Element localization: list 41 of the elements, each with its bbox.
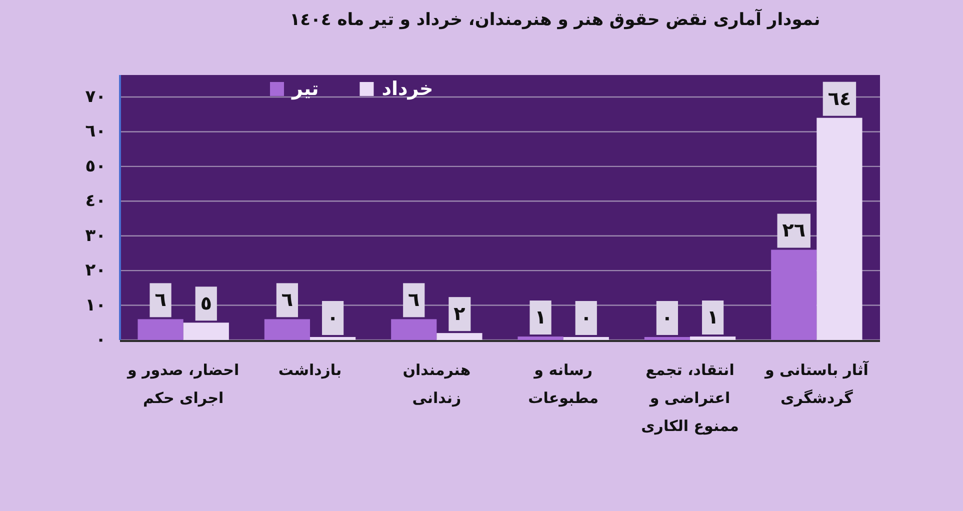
data-label: ٢٦: [777, 214, 810, 248]
x-tick-label: انتقاد، تجمع اعتراضی و ممنوع الکاری: [640, 360, 740, 437]
data-label: ٥: [195, 286, 217, 321]
title: نمودار آماری نقض حقوق هنر و هنرمندان، خرداد و تیر ماه ١٤٠٤: [288, 10, 822, 30]
data-label: ٦: [276, 283, 298, 318]
legend-label: خرداد: [382, 78, 434, 100]
x-tick-label: رسانه و مطبوعات: [527, 360, 600, 409]
data-label: ٠: [326, 307, 339, 329]
x-tick-label: آثار باستانی و گردشگری: [763, 360, 870, 409]
data-label: ٦: [150, 283, 172, 318]
data-label: ٠: [575, 301, 597, 335]
data-label: ٦٤: [822, 82, 856, 116]
y-tick-label: ٢٠: [85, 260, 106, 281]
y-tick-label: ٤٠: [85, 191, 106, 212]
data-label: ٠: [661, 307, 674, 329]
data-label: ١: [530, 300, 552, 335]
data-label: ٢٦: [782, 220, 806, 242]
data-label: ٠: [322, 301, 344, 335]
data-label: ٥: [200, 292, 212, 315]
data-label: ١: [534, 306, 546, 329]
data-label: ٠: [580, 307, 592, 329]
y-tick-label: ٥٠: [85, 156, 106, 176]
data-label: ١: [702, 300, 724, 335]
data-label: ٦: [154, 289, 166, 312]
data-label: ١: [706, 306, 719, 329]
y-tick-label: ١٠: [85, 295, 106, 316]
data-label: ٦: [281, 289, 294, 312]
y-tick-label: ٧٠: [85, 87, 106, 107]
y-tick-label: ٠: [96, 330, 106, 350]
y-tick-label: ٣٠: [85, 226, 106, 246]
data-label: ٠: [656, 301, 678, 335]
x-tick-label: هنرمندان زندانی: [402, 360, 472, 409]
y-tick-label: ٦٠: [85, 122, 106, 142]
x-tick-label: بازداشت: [277, 360, 343, 381]
data-label: ٦٤: [828, 88, 852, 110]
legend-label: تیر: [292, 78, 319, 100]
x-tick-label: احضار، صدور و اجرای حکم: [126, 360, 240, 409]
data-label: ٦: [403, 283, 425, 318]
data-label: ٦: [408, 289, 420, 312]
data-label: ٢: [454, 303, 466, 326]
data-label: ٢: [448, 297, 471, 332]
